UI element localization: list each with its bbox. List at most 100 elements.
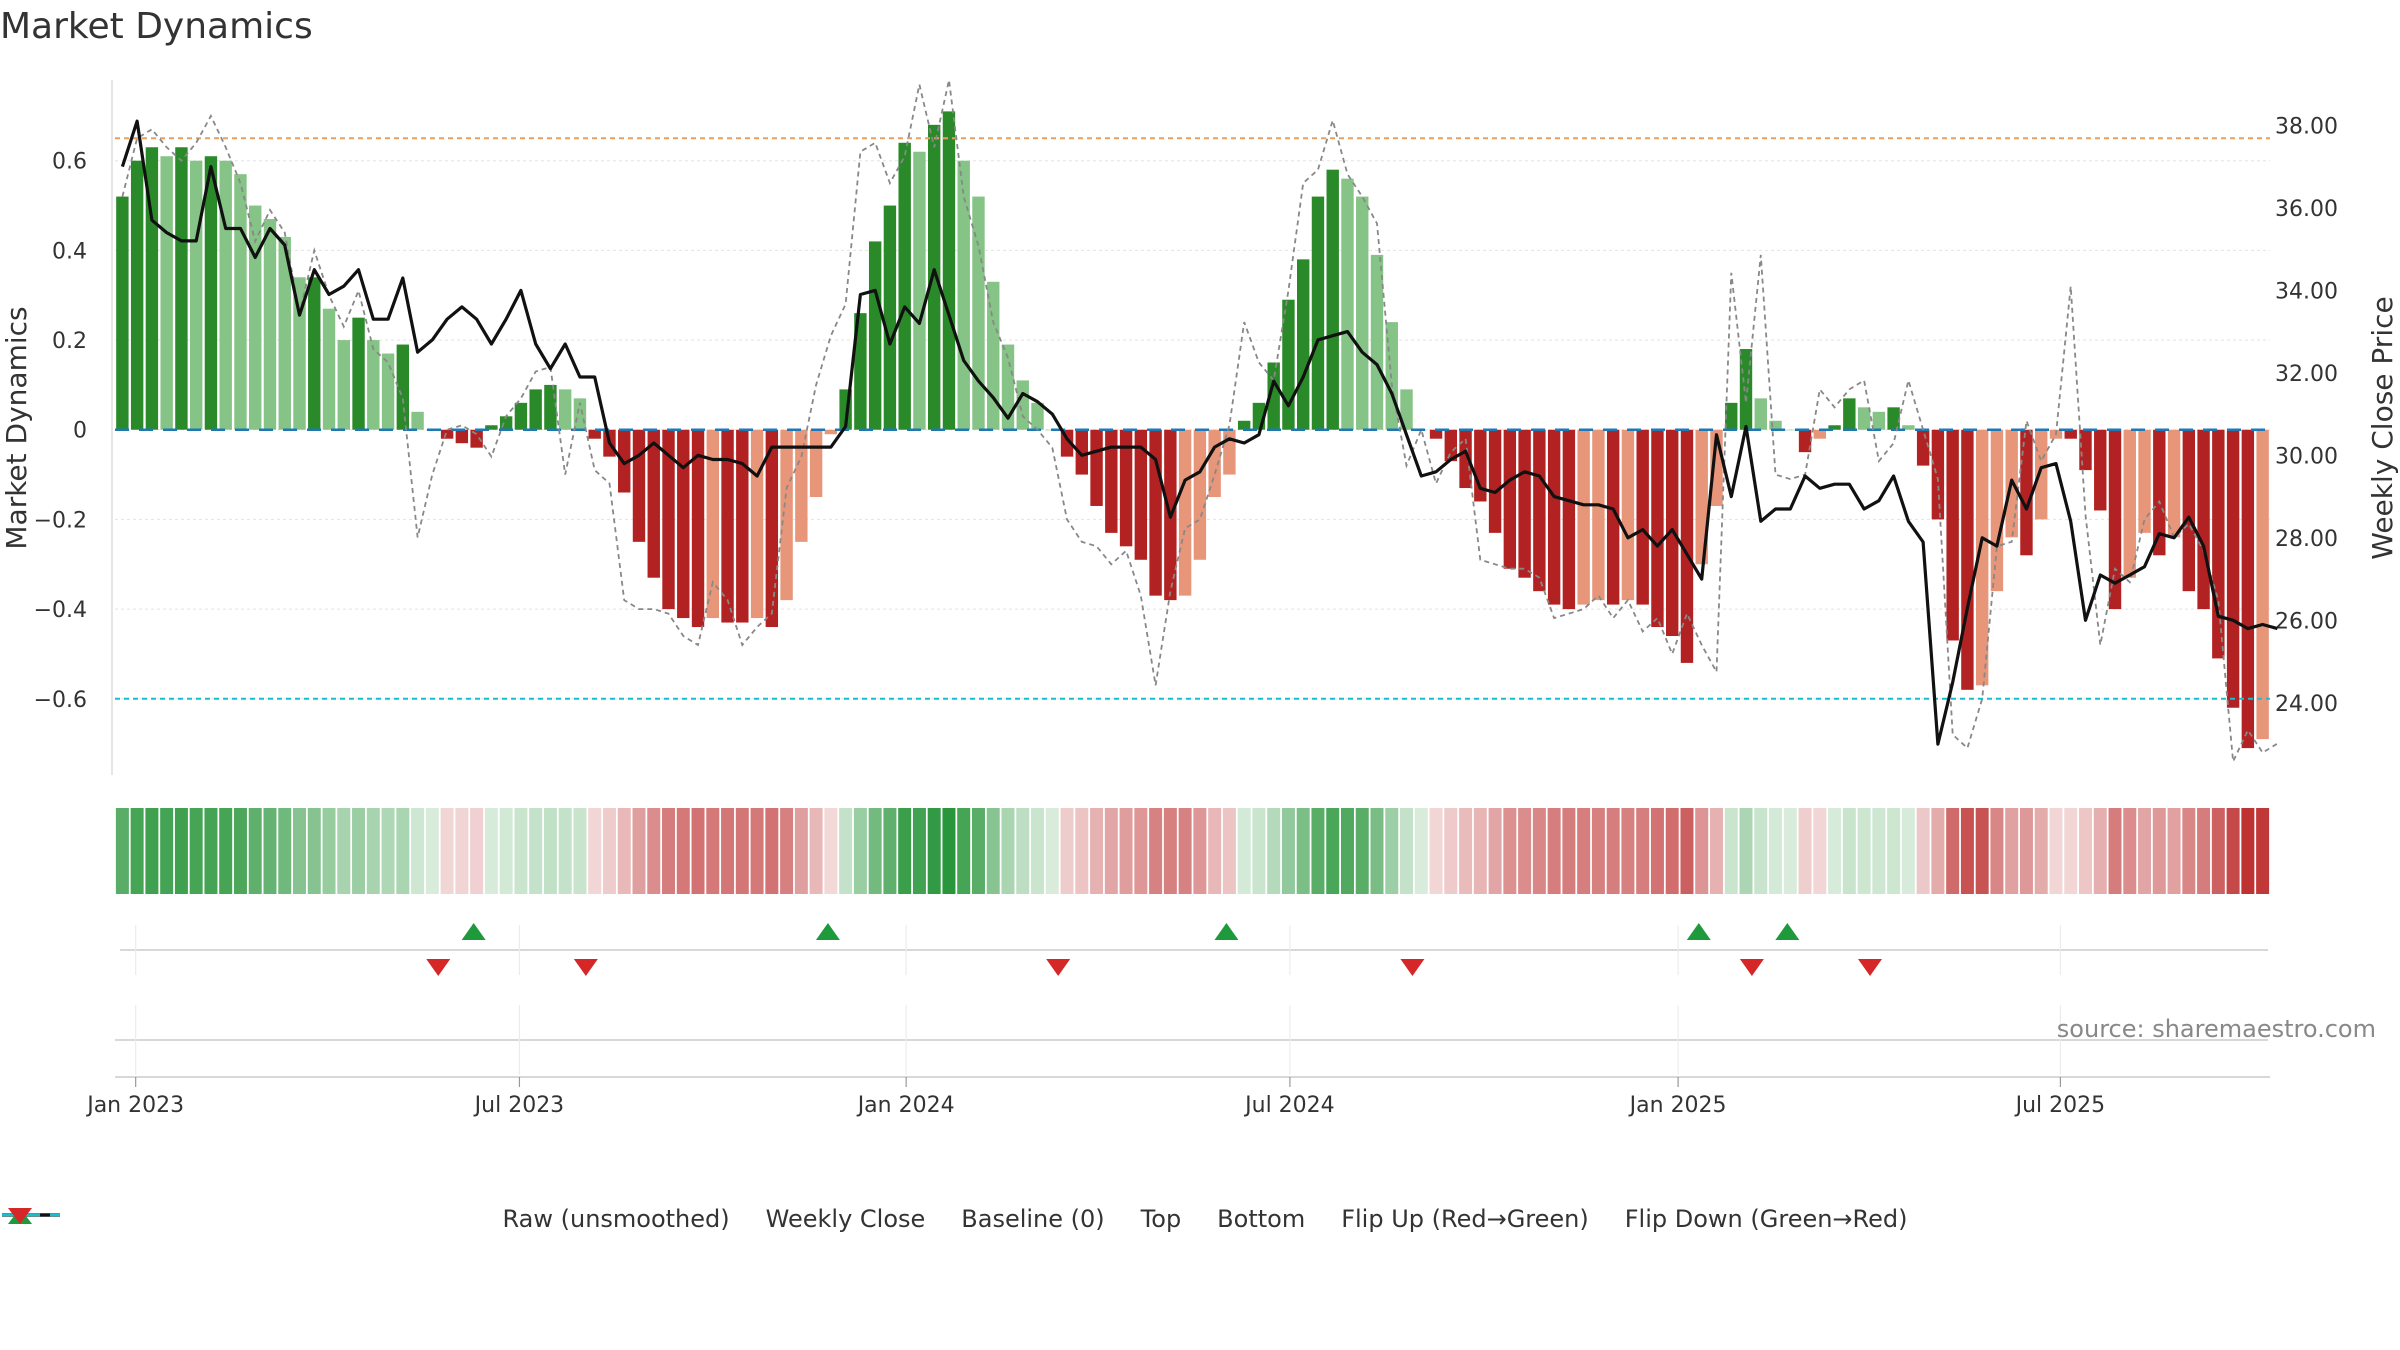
heat-cell bbox=[868, 808, 882, 894]
bar bbox=[780, 429, 793, 601]
bar bbox=[367, 340, 380, 430]
heat-cell bbox=[971, 808, 985, 894]
bar bbox=[2226, 429, 2240, 708]
heat-cell bbox=[1960, 808, 1974, 894]
bar bbox=[2182, 429, 2196, 592]
heat-cell bbox=[411, 808, 425, 894]
bar bbox=[1946, 429, 1959, 641]
bar bbox=[1975, 429, 1989, 686]
bar bbox=[1237, 420, 1251, 430]
heat-cell bbox=[1828, 808, 1842, 894]
heat-cell bbox=[706, 808, 720, 894]
bar bbox=[2197, 429, 2210, 610]
heat-cell bbox=[396, 808, 410, 894]
right-tick-label: 36.00 bbox=[2275, 197, 2338, 222]
heat-cell bbox=[470, 808, 484, 894]
bar bbox=[352, 317, 365, 430]
bar bbox=[145, 147, 159, 430]
bar bbox=[1547, 429, 1561, 605]
bar bbox=[440, 429, 454, 439]
right-tick-label: 32.00 bbox=[2275, 362, 2338, 387]
heat-cell bbox=[1650, 808, 1664, 894]
flip-up-marker bbox=[1686, 923, 1711, 940]
heat-cell bbox=[2211, 808, 2225, 894]
heat-cell bbox=[2138, 808, 2152, 894]
bar bbox=[1444, 429, 1458, 462]
heat-cell bbox=[1060, 808, 1074, 894]
x-tick-label: Jul 2024 bbox=[1243, 1093, 1335, 1118]
heat-cell bbox=[2108, 808, 2122, 894]
heat-cell bbox=[2152, 808, 2166, 894]
heat-cell bbox=[1931, 808, 1945, 894]
heat-cell bbox=[1444, 808, 1458, 894]
heat-cell bbox=[1385, 808, 1399, 894]
bar bbox=[809, 429, 823, 497]
bar bbox=[1533, 429, 1546, 592]
bar bbox=[1621, 429, 1635, 601]
heat-cell bbox=[588, 808, 602, 894]
y-axis-title-right: Weekly Close Price bbox=[2366, 296, 2399, 559]
bar bbox=[2079, 429, 2092, 471]
weekly-close-line bbox=[120, 119, 2278, 746]
bar bbox=[750, 429, 764, 619]
bar bbox=[677, 429, 690, 619]
bar bbox=[942, 111, 956, 430]
heat-cell bbox=[824, 808, 838, 894]
heat-cell bbox=[1636, 808, 1650, 894]
bar bbox=[1178, 429, 1192, 596]
heat-cell bbox=[1075, 808, 1089, 894]
heat-cell bbox=[632, 808, 646, 894]
heat-cell bbox=[2064, 808, 2078, 894]
heat-cell bbox=[898, 808, 912, 894]
bar bbox=[529, 389, 542, 430]
legend-label: Flip Up (Red→Green) bbox=[1341, 1205, 1589, 1233]
heat-cell bbox=[765, 808, 779, 894]
heat-cell bbox=[662, 808, 676, 894]
heat-cell bbox=[1724, 808, 1738, 894]
bar bbox=[544, 384, 557, 430]
bar bbox=[116, 196, 129, 430]
bar bbox=[898, 142, 911, 430]
legend-label: Raw (unsmoothed) bbox=[502, 1205, 730, 1233]
heat-cell bbox=[440, 808, 454, 894]
heat-cell bbox=[1473, 808, 1487, 894]
source-note: source: sharemaestro.com bbox=[2056, 1015, 2376, 1043]
bar bbox=[1592, 429, 1605, 601]
bar bbox=[130, 160, 144, 430]
bar bbox=[293, 277, 306, 430]
bar bbox=[795, 429, 808, 542]
bar bbox=[1105, 429, 1118, 533]
heat-cell bbox=[617, 808, 631, 894]
bar bbox=[2020, 429, 2033, 556]
bar bbox=[1075, 429, 1088, 475]
legend-item: Top bbox=[2, 1205, 1181, 1233]
heat-cell bbox=[839, 808, 853, 894]
heat-cell bbox=[1665, 808, 1679, 894]
heat-cell bbox=[1709, 808, 1723, 894]
bar bbox=[1606, 429, 1620, 605]
bar bbox=[411, 411, 424, 430]
heat-cell bbox=[1547, 808, 1561, 894]
bar bbox=[514, 402, 528, 430]
heat-cell bbox=[1621, 808, 1635, 894]
bar bbox=[322, 308, 336, 430]
bar bbox=[1902, 425, 1915, 430]
heat-cell bbox=[1813, 808, 1827, 894]
bar bbox=[1636, 429, 1649, 605]
chart-title: Market Dynamics bbox=[0, 6, 313, 47]
bar bbox=[204, 156, 218, 430]
bar bbox=[175, 147, 188, 430]
heat-cell bbox=[794, 808, 808, 894]
left-tick-label: 0.2 bbox=[52, 329, 87, 354]
bar bbox=[2108, 429, 2122, 610]
legend-label: Bottom bbox=[1217, 1205, 1306, 1233]
heat-cell bbox=[1916, 808, 1930, 894]
bar bbox=[1562, 429, 1576, 610]
bar bbox=[1001, 344, 1015, 430]
heat-cell bbox=[529, 808, 543, 894]
heat-cell bbox=[366, 808, 380, 894]
bar bbox=[957, 160, 970, 430]
bar bbox=[868, 241, 882, 430]
x-tick-label: Jul 2023 bbox=[473, 1093, 565, 1118]
